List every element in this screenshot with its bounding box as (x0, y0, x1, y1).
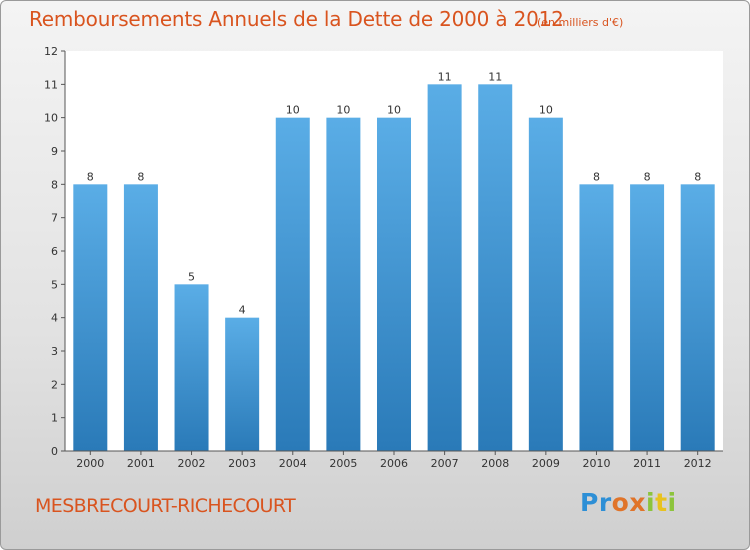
x-tick-label-2003: 2003 (228, 457, 256, 470)
bar-2006 (377, 117, 411, 452)
x-tick-label-2000: 2000 (76, 457, 104, 470)
data-label-2005: 10 (336, 104, 350, 117)
x-tick-label-2009: 2009 (532, 457, 560, 470)
y-tick-label-9: 9 (51, 145, 58, 158)
bar-2005 (326, 117, 361, 452)
x-tick-label-2006: 2006 (380, 457, 408, 470)
y-tick-label-0: 0 (51, 445, 58, 458)
bar-2007 (427, 84, 462, 451)
data-label-2004: 10 (286, 104, 300, 117)
data-label-2002: 5 (188, 270, 195, 283)
y-tick-label-3: 3 (51, 345, 58, 358)
x-tick-label-2012: 2012 (684, 457, 712, 470)
x-tick-label-2010: 2010 (582, 457, 610, 470)
bar-2003 (225, 317, 260, 451)
bar-2002 (174, 284, 209, 451)
data-label-2008: 11 (488, 70, 502, 83)
x-tick-label-2007: 2007 (431, 457, 459, 470)
y-tick-label-1: 1 (51, 412, 58, 425)
data-label-2003: 4 (239, 304, 246, 317)
logo-letter: x (629, 488, 646, 517)
bar-2001 (123, 184, 158, 452)
data-label-2007: 11 (438, 70, 452, 83)
unit-note: (en milliers d'€) (537, 16, 624, 29)
data-label-2012: 8 (694, 170, 701, 183)
x-tick-label-2004: 2004 (279, 457, 307, 470)
y-tick-label-5: 5 (51, 278, 58, 291)
y-tick-label-4: 4 (51, 312, 58, 325)
bar-2010 (579, 184, 614, 452)
data-label-2010: 8 (593, 170, 600, 183)
x-tick-label-2005: 2005 (329, 457, 357, 470)
data-label-2001: 8 (137, 170, 144, 183)
x-tick-label-2002: 2002 (178, 457, 206, 470)
proxiti-logo: Proxiti (580, 488, 677, 517)
y-tick-label-11: 11 (44, 78, 58, 91)
logo-letter: i (646, 488, 656, 517)
data-label-2009: 10 (539, 104, 553, 117)
chart-title: Remboursements Annuels de la Dette de 20… (29, 7, 564, 31)
bar-2012 (680, 184, 715, 452)
plot-area: 0123456789101112820008200152002420031020… (44, 45, 723, 470)
logo-letter: t (655, 488, 668, 517)
x-tick-label-2011: 2011 (633, 457, 661, 470)
bar-2004 (275, 117, 310, 452)
logo-letter: P (580, 488, 599, 517)
data-label-2011: 8 (644, 170, 651, 183)
x-tick-label-2001: 2001 (127, 457, 155, 470)
data-label-2006: 10 (387, 104, 401, 117)
y-tick-label-8: 8 (51, 178, 58, 191)
bar-2000 (73, 184, 108, 452)
y-tick-label-2: 2 (51, 378, 58, 391)
commune-name: MESBRECOURT-RICHECOURT (35, 495, 296, 517)
bar-2009 (528, 117, 563, 452)
bar-2008 (478, 84, 513, 451)
logo-letter: o (611, 488, 630, 517)
data-label-2000: 8 (87, 170, 94, 183)
logo-letter: i (667, 488, 677, 517)
y-tick-label-7: 7 (51, 212, 58, 225)
y-tick-label-6: 6 (51, 245, 58, 258)
y-tick-label-10: 10 (44, 112, 58, 125)
bar-2011 (630, 184, 665, 452)
logo-letter: r (598, 488, 612, 517)
y-tick-label-12: 12 (44, 45, 58, 58)
x-tick-label-2008: 2008 (481, 457, 509, 470)
